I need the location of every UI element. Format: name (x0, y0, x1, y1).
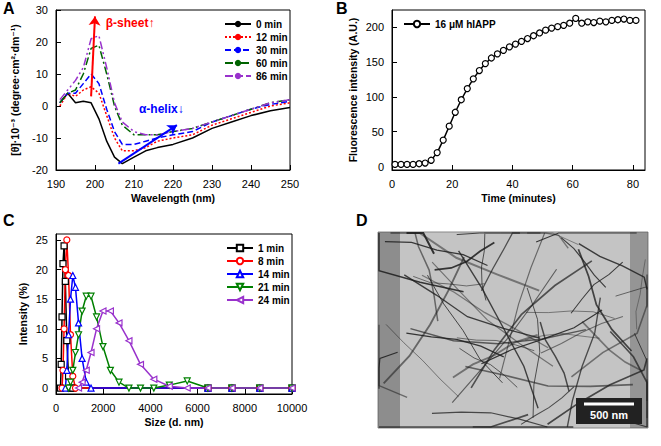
svg-text:150: 150 (366, 56, 384, 68)
svg-text:40: 40 (506, 178, 518, 190)
svg-text:14 min: 14 min (258, 269, 290, 280)
svg-text:12 min: 12 min (256, 32, 288, 43)
svg-text:30 min: 30 min (256, 45, 288, 56)
svg-text:80: 80 (627, 178, 639, 190)
svg-text:16 μM hIAPP: 16 μM hIAPP (435, 19, 496, 30)
svg-text:2000: 2000 (91, 402, 115, 414)
svg-text:20: 20 (36, 264, 48, 276)
svg-text:[θ]·10⁻³ (degree·cm²·dm⁻¹): [θ]·10⁻³ (degree·cm²·dm⁻¹) (9, 24, 21, 156)
svg-text:0 min: 0 min (256, 19, 282, 30)
svg-text:240: 240 (242, 178, 260, 190)
svg-text:30: 30 (36, 4, 48, 16)
svg-text:Intensity (%): Intensity (%) (17, 283, 29, 345)
svg-text:8000: 8000 (233, 402, 257, 414)
svg-text:α-helix↓: α-helix↓ (139, 102, 184, 116)
svg-text:Size (d. nm): Size (d. nm) (145, 416, 204, 428)
svg-text:0: 0 (53, 402, 59, 414)
svg-text:D: D (356, 212, 368, 229)
svg-text:60 min: 60 min (256, 58, 288, 69)
svg-text:A: A (3, 0, 15, 17)
svg-text:210: 210 (125, 178, 143, 190)
svg-text:20: 20 (446, 178, 458, 190)
svg-text:0: 0 (389, 178, 395, 190)
svg-text:230: 230 (203, 178, 221, 190)
svg-text:Wavelength (nm): Wavelength (nm) (131, 192, 215, 204)
svg-text:β-sheet↑: β-sheet↑ (106, 16, 155, 30)
svg-text:5: 5 (42, 352, 48, 364)
svg-text:60: 60 (567, 178, 579, 190)
svg-text:15: 15 (36, 293, 48, 305)
svg-text:Fluorescence intensity (A.U.): Fluorescence intensity (A.U.) (347, 18, 359, 163)
svg-text:4000: 4000 (138, 402, 162, 414)
svg-text:-20: -20 (32, 164, 48, 176)
svg-text:200: 200 (86, 178, 104, 190)
svg-text:20: 20 (36, 36, 48, 48)
svg-text:21 min: 21 min (258, 282, 290, 293)
svg-text:86 min: 86 min (256, 71, 288, 82)
svg-text:0: 0 (42, 382, 48, 394)
svg-text:0: 0 (378, 161, 384, 173)
svg-text:500 nm: 500 nm (590, 409, 628, 421)
svg-text:B: B (336, 0, 348, 17)
svg-text:10000: 10000 (277, 402, 308, 414)
svg-text:-10: -10 (32, 132, 48, 144)
svg-text:25: 25 (36, 234, 48, 246)
svg-text:200: 200 (366, 21, 384, 33)
svg-text:100: 100 (366, 91, 384, 103)
svg-text:250: 250 (281, 178, 299, 190)
svg-text:24 min: 24 min (258, 295, 290, 306)
svg-text:10: 10 (36, 68, 48, 80)
svg-text:190: 190 (47, 178, 65, 190)
svg-text:8 min: 8 min (258, 256, 284, 267)
svg-text:C: C (3, 212, 15, 229)
svg-text:1 min: 1 min (258, 243, 284, 254)
svg-text:Time (minutes): Time (minutes) (481, 192, 555, 204)
svg-text:10: 10 (36, 323, 48, 335)
svg-text:50: 50 (372, 126, 384, 138)
svg-text:220: 220 (164, 178, 182, 190)
svg-text:6000: 6000 (185, 402, 209, 414)
svg-text:0: 0 (42, 100, 48, 112)
